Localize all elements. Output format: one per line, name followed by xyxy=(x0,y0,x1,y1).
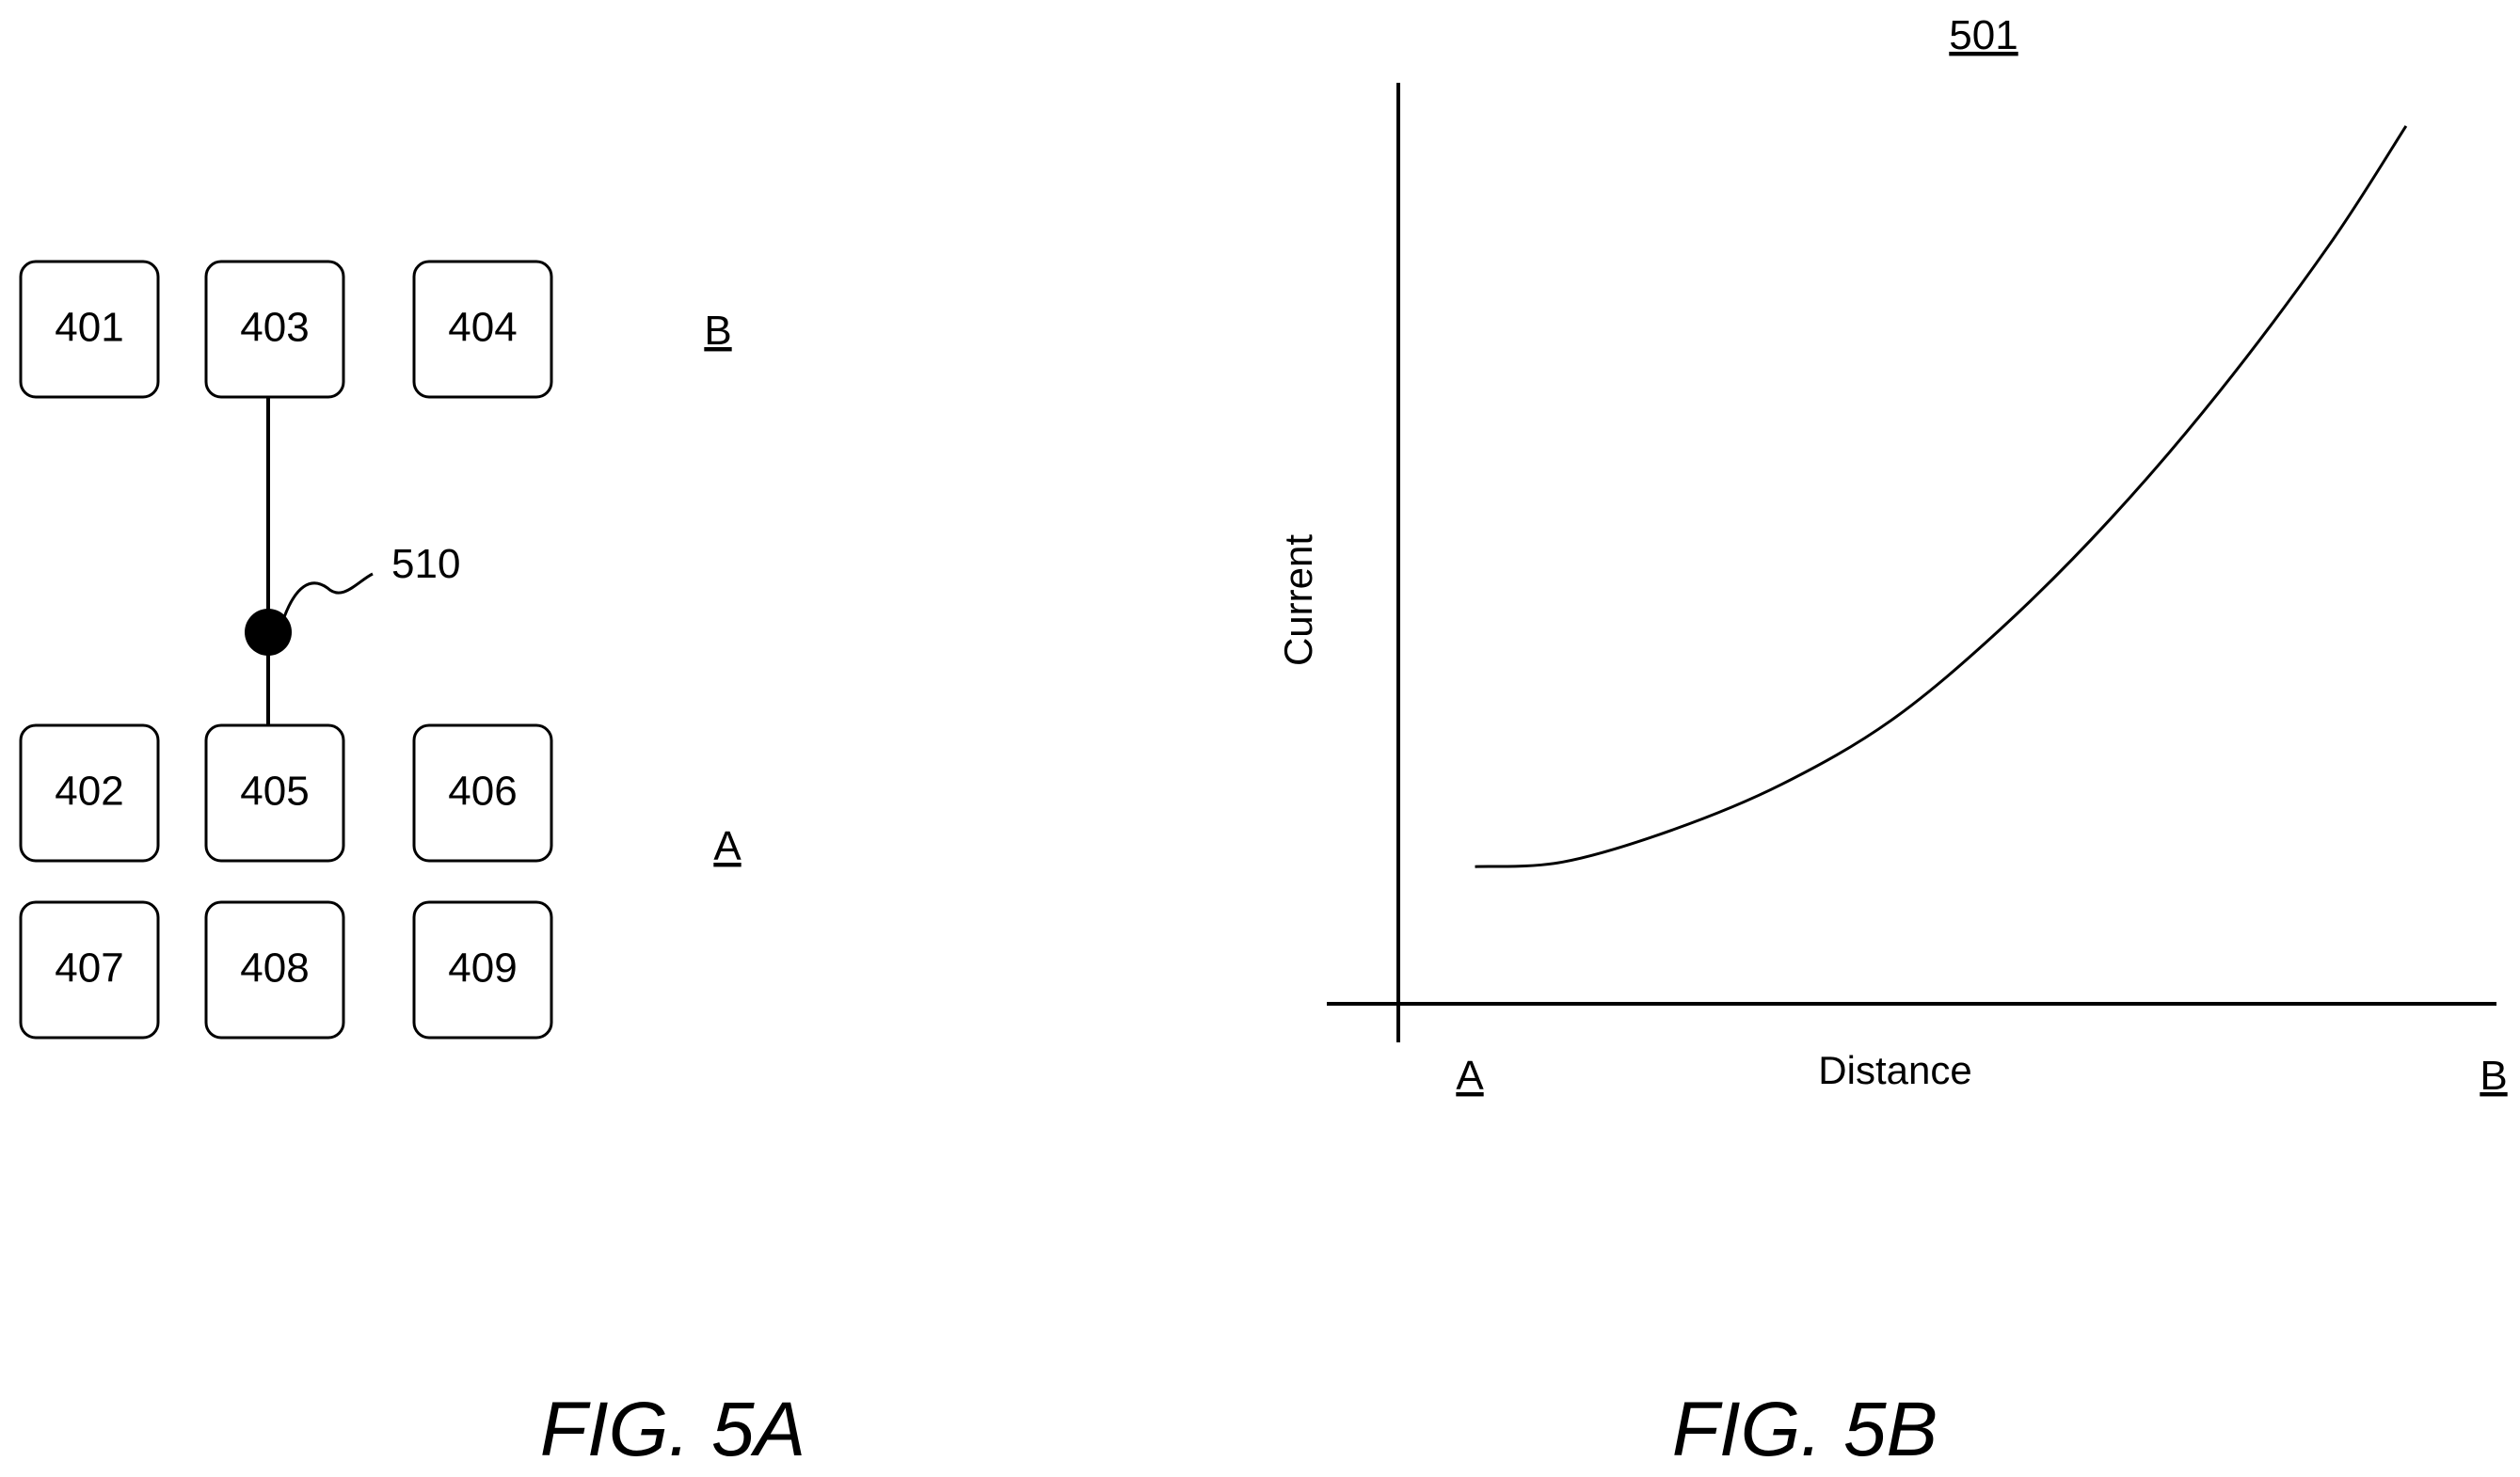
marker-b: B xyxy=(704,308,731,354)
cell-403: 403 xyxy=(204,260,345,399)
cell-label: 405 xyxy=(240,769,309,815)
node-dot xyxy=(245,609,292,656)
cell-label: 404 xyxy=(448,305,517,351)
cell-408: 408 xyxy=(204,900,345,1040)
cell-405: 405 xyxy=(204,723,345,863)
cell-label: 403 xyxy=(240,305,309,351)
cell-407: 407 xyxy=(19,900,160,1040)
callout-leader xyxy=(282,572,374,618)
cell-label: 401 xyxy=(55,305,123,351)
x-tick-label-b: B xyxy=(2480,1053,2507,1099)
fig-5a: 401 403 404 402 405 406 407 xyxy=(19,260,806,1472)
cell-406: 406 xyxy=(412,723,553,863)
reference-label-501: 501 xyxy=(1949,12,2018,58)
cell-label: 409 xyxy=(448,945,517,992)
node-label: 510 xyxy=(391,541,460,587)
cell-label: 402 xyxy=(55,769,123,815)
series-line-0 xyxy=(1475,125,2408,868)
figure-caption-5b: FIG. 5B xyxy=(1672,1387,1938,1472)
x-tick-label-a: A xyxy=(1456,1053,1484,1099)
x-axis-label: Distance xyxy=(1818,1048,1971,1092)
cell-label: 407 xyxy=(55,945,123,992)
cell-404: 404 xyxy=(412,260,553,399)
marker-a: A xyxy=(713,823,742,869)
cell-401: 401 xyxy=(19,260,160,399)
figure-caption-5a: FIG. 5A xyxy=(540,1387,806,1472)
fig-5b: 501 Current Distance A B FIG. 5B xyxy=(1276,12,2508,1472)
y-axis-label: Current xyxy=(1276,534,1320,666)
current-distance-chart: Current Distance A B xyxy=(1276,83,2508,1099)
cell-label: 406 xyxy=(448,769,517,815)
cell-409: 409 xyxy=(412,900,553,1040)
cell-402: 402 xyxy=(19,723,160,863)
cell-label: 408 xyxy=(240,945,309,992)
